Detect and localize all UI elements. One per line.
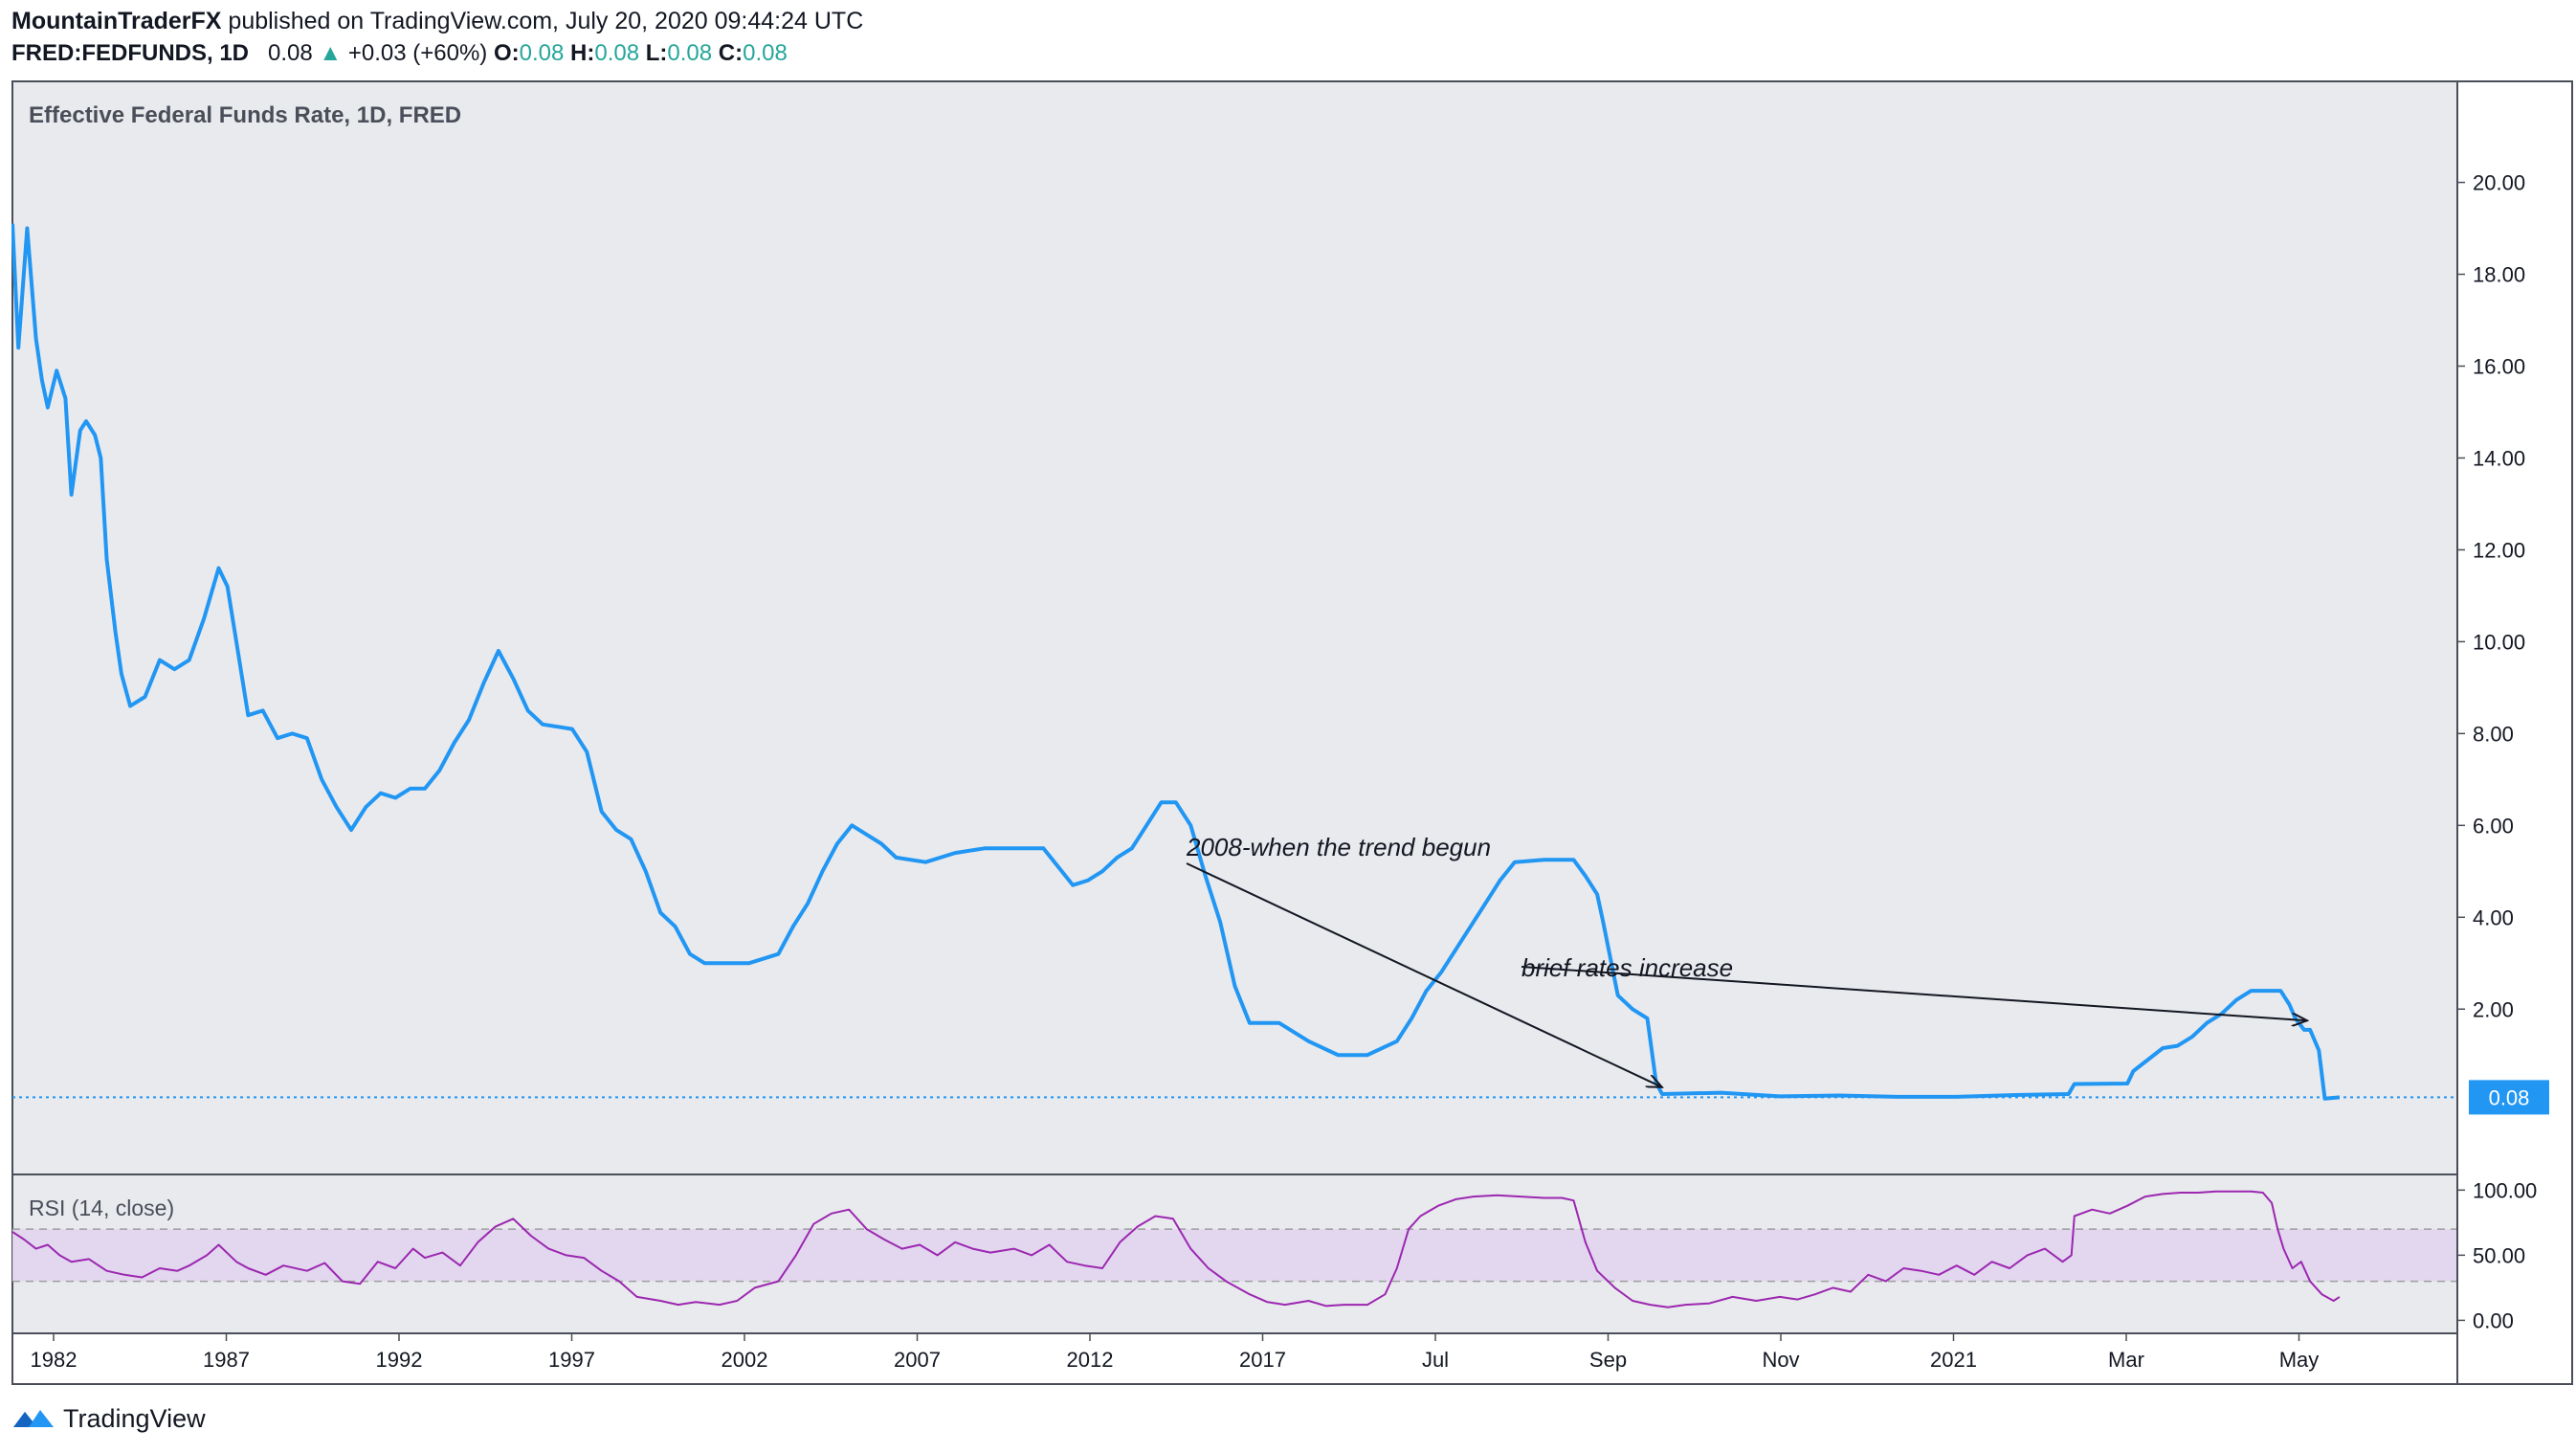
annotation-arrow xyxy=(1186,862,1662,1087)
y-tick-label: 8.00 xyxy=(2473,722,2514,746)
annotation-arrow xyxy=(1521,966,2307,1020)
rsi-y-tick-label: 0.00 xyxy=(2473,1308,2514,1332)
x-tick-label: 2007 xyxy=(894,1348,941,1372)
low-label: L: xyxy=(645,40,668,66)
x-tick-label: 1987 xyxy=(203,1348,250,1372)
open-label: O: xyxy=(493,40,520,66)
annotation-text: brief rates increase xyxy=(1521,953,1733,982)
x-tick-label: 1982 xyxy=(31,1348,78,1372)
x-tick-label: 2012 xyxy=(1067,1348,1114,1372)
symbol-name[interactable]: FRED:FEDFUNDS, 1D xyxy=(11,40,250,66)
last-value: 0.08 xyxy=(268,40,313,66)
publisher-name[interactable]: MountainTraderFX xyxy=(11,8,222,34)
y-tick-label: 6.00 xyxy=(2473,814,2514,838)
y-tick-label: 4.00 xyxy=(2473,905,2514,929)
publish-text: published on TradingView.com, July 20, 2… xyxy=(221,8,864,34)
rsi-band xyxy=(12,1229,2457,1282)
x-tick-label: 2017 xyxy=(1239,1348,1286,1372)
x-tick-label: Mar xyxy=(2108,1348,2144,1372)
close-label: C: xyxy=(718,40,744,66)
chart-frame: Effective Federal Funds Rate, 1D, FRED 2… xyxy=(11,80,2574,1386)
y-tick-label: 16.00 xyxy=(2473,354,2525,378)
y-tick-label: 12.00 xyxy=(2473,538,2525,562)
main-pane-bg xyxy=(11,80,2458,1175)
y-tick-label: 20.00 xyxy=(2473,171,2525,195)
last-value-label: 0.08 xyxy=(2489,1085,2530,1109)
publish-info: MountainTraderFX published on TradingVie… xyxy=(11,8,863,35)
chart-svg[interactable]: Effective Federal Funds Rate, 1D, FRED 2… xyxy=(11,80,2574,1386)
fedfunds-line[interactable] xyxy=(11,223,2341,1101)
annotation-text: 2008-when the trend begun xyxy=(1186,833,1491,861)
brand-name[interactable]: TradingView xyxy=(63,1403,206,1433)
x-tick-label: May xyxy=(2279,1348,2320,1372)
low-value: 0.08 xyxy=(667,40,713,66)
x-tick-label: 1997 xyxy=(548,1348,595,1372)
change-value: +0.03 (+60%) xyxy=(347,40,488,66)
footer: TradingView xyxy=(11,1397,206,1440)
high-label: H: xyxy=(570,40,595,66)
y-tick-label: 10.00 xyxy=(2473,630,2525,654)
x-tick-label: 1992 xyxy=(376,1348,423,1372)
rsi-title: RSI (14, close) xyxy=(29,1196,174,1220)
rsi-line[interactable] xyxy=(11,1190,2341,1308)
high-value: 0.08 xyxy=(594,40,640,66)
x-tick-label: 2002 xyxy=(722,1348,768,1372)
x-tick-label: Jul xyxy=(1422,1348,1449,1372)
x-tick-label: Sep xyxy=(1589,1348,1627,1372)
rsi-y-tick-label: 50.00 xyxy=(2473,1243,2525,1267)
x-tick-label: Nov xyxy=(1762,1348,1799,1372)
y-tick-label: 18.00 xyxy=(2473,263,2525,287)
ohlc-bar: FRED:FEDFUNDS, 1D 0.08 ▲ +0.03 (+60%) O:… xyxy=(11,40,788,67)
up-arrow-icon: ▲ xyxy=(319,40,343,66)
y-tick-label: 2.00 xyxy=(2473,997,2514,1021)
rsi-y-tick-label: 100.00 xyxy=(2473,1178,2537,1202)
open-value: 0.08 xyxy=(519,40,565,66)
close-value: 0.08 xyxy=(743,40,788,66)
right-axis-border xyxy=(2456,80,2573,1385)
tradingview-logo-icon xyxy=(13,1410,54,1427)
y-tick-label: 14.00 xyxy=(2473,446,2525,470)
x-tick-label: 2021 xyxy=(1930,1348,1977,1372)
last-value-box xyxy=(2469,1080,2549,1115)
main-chart-title: Effective Federal Funds Rate, 1D, FRED xyxy=(29,102,461,128)
